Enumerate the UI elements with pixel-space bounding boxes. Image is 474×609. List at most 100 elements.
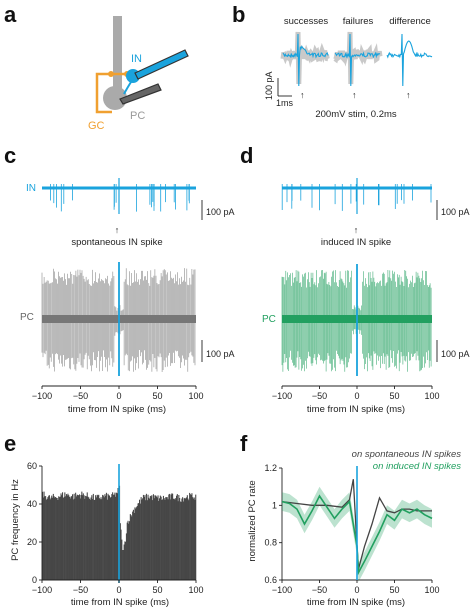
panel-label-a: a	[4, 2, 17, 27]
hist-bar	[86, 492, 88, 580]
x-tick-label: 100	[424, 391, 439, 401]
hist-bar	[92, 493, 94, 580]
hist-bar	[128, 523, 130, 580]
hist-bar	[138, 503, 140, 580]
hist-bar	[186, 495, 188, 580]
hist-bar	[181, 498, 183, 580]
e-y-tick-label: 20	[27, 537, 37, 547]
b-trace-overlay	[280, 31, 330, 85]
hist-bar	[108, 495, 110, 580]
hist-bar	[139, 499, 141, 580]
f-y-tick-label: 1	[272, 500, 277, 510]
hist-bar	[164, 500, 166, 580]
gc-synapse-1	[108, 71, 114, 77]
e-x-tick-label: −100	[32, 585, 52, 595]
hist-bar	[93, 500, 95, 580]
hist-bar	[156, 496, 158, 580]
hist-bar	[45, 499, 47, 580]
hist-bar	[192, 497, 194, 580]
hist-bar	[55, 497, 57, 580]
hist-bar	[42, 497, 44, 580]
hist-bar	[73, 493, 75, 580]
hist-bar	[177, 501, 179, 580]
f-y-tick-label: 0.8	[264, 538, 277, 548]
hist-bar	[158, 501, 160, 580]
hist-bar	[94, 499, 96, 580]
hist-bar	[123, 544, 125, 580]
hist-bar	[104, 494, 106, 580]
hist-bar	[80, 495, 82, 580]
b-scale-x-label: 1ms	[276, 98, 294, 108]
hist-bar	[53, 496, 55, 580]
hist-bar	[169, 493, 171, 580]
hist-bar	[62, 497, 64, 580]
hist-bar	[57, 500, 59, 580]
x-tick-label: −100	[272, 391, 292, 401]
in-label: IN	[131, 53, 142, 65]
hist-bar	[115, 492, 117, 580]
e-y-tick-label: 40	[27, 499, 37, 509]
e-x-tick-label: −50	[73, 585, 88, 595]
c-pc-scale-label: 100 pA	[206, 349, 235, 359]
hist-bar	[122, 550, 124, 580]
hist-bar	[67, 493, 69, 580]
hist-bar	[132, 509, 134, 580]
f-legend-induced: on induced IN spikes	[373, 461, 461, 472]
header-difference: difference	[389, 16, 431, 27]
hist-bar	[71, 496, 73, 580]
hist-bar	[131, 516, 133, 580]
hist-bar	[82, 495, 84, 580]
panel-label-e: e	[4, 431, 16, 456]
hist-bar	[136, 506, 138, 580]
x-tick-label: −50	[312, 391, 327, 401]
hist-bar	[132, 511, 134, 580]
hist-bar	[193, 497, 195, 580]
d-pc-scale-label: 100 pA	[441, 349, 470, 359]
header-failures: failures	[343, 16, 374, 27]
hist-bar	[101, 499, 103, 580]
hist-bar	[149, 495, 151, 580]
panel-label-f: f	[240, 431, 248, 456]
hist-bar	[190, 494, 192, 580]
d-in-trace	[281, 178, 432, 214]
panel-label-d: d	[240, 143, 253, 168]
hist-bar	[69, 496, 71, 580]
hist-bar	[72, 494, 74, 580]
hist-bar	[139, 503, 141, 580]
hist-bar	[163, 498, 165, 580]
hist-bar	[105, 495, 107, 580]
hist-bar	[194, 499, 196, 580]
c-in-trace	[42, 178, 196, 214]
hist-bar	[79, 494, 81, 580]
hist-bar	[84, 498, 86, 580]
hist-bar	[106, 499, 108, 580]
hist-bar	[187, 498, 189, 580]
f-x-tick-label: −100	[272, 585, 292, 595]
f-line-chart: 0.6 0.8 1 1.2 −100 −50 0 50 100	[264, 463, 439, 595]
hist-bar	[156, 497, 158, 580]
hist-bar	[69, 498, 71, 580]
hist-bar	[52, 493, 54, 580]
b-trace-mean	[386, 33, 433, 87]
hist-bar	[121, 539, 123, 580]
hist-bar	[148, 497, 150, 580]
hist-bar	[63, 496, 65, 580]
hist-bar	[112, 492, 114, 580]
hist-bar	[97, 495, 99, 580]
hist-bar	[173, 498, 175, 580]
hist-bar	[152, 500, 154, 580]
hist-bar	[81, 491, 83, 580]
d-xlabel: time from IN spike (ms)	[307, 404, 405, 415]
hist-bar	[52, 497, 54, 580]
hist-bar	[185, 498, 187, 580]
hist-bar	[144, 495, 146, 580]
hist-bar	[162, 495, 164, 580]
hist-bar	[143, 496, 145, 580]
panel-label-b: b	[232, 2, 245, 27]
hist-bar	[151, 495, 153, 580]
pc-label: PC	[130, 110, 145, 122]
hist-bar	[152, 494, 154, 580]
panel-label-c: c	[4, 143, 16, 168]
hist-bar	[50, 497, 52, 580]
hist-bar	[117, 488, 119, 580]
